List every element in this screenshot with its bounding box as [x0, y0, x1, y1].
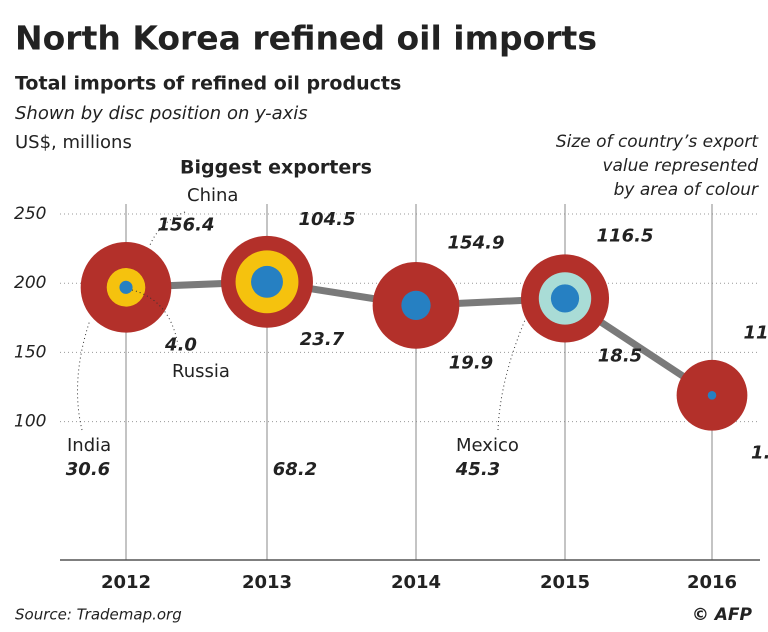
- legend-entry: China: [187, 185, 238, 206]
- x-tick-label: 2014: [391, 572, 441, 593]
- x-tick-label: 2016: [687, 572, 737, 593]
- leader: [77, 319, 91, 431]
- unit: US$, millions: [15, 132, 132, 153]
- value-label: 45.3: [455, 459, 500, 480]
- y-tick-label: 200: [14, 273, 46, 293]
- disc-russia: [119, 280, 133, 294]
- leader: [149, 211, 186, 246]
- y-tick-label: 250: [14, 204, 46, 224]
- size-note: value represented: [602, 156, 758, 176]
- leader: [131, 289, 179, 346]
- value-label: 154.9: [448, 232, 505, 253]
- size-note: Size of country’s export: [556, 132, 759, 152]
- value-label: 23.7: [300, 329, 345, 350]
- y-tick-label: 100: [14, 412, 46, 432]
- value-label: 1.7: [751, 442, 768, 463]
- leader: [497, 319, 526, 431]
- description: Shown by disc position on y-axis: [15, 103, 308, 124]
- x-tick-label: 2012: [101, 572, 151, 593]
- value-label: 18.5: [598, 345, 642, 366]
- value-label: 156.4: [158, 214, 215, 235]
- legend-entry: India: [67, 435, 111, 456]
- legend-title: Biggest exporters: [180, 157, 372, 179]
- value-label: 116.5: [597, 225, 654, 246]
- value-label: 19.9: [449, 352, 493, 373]
- y-tick-label: 150: [14, 342, 46, 362]
- source: Source: Trademap.org: [15, 606, 182, 624]
- credit: © AFP: [692, 605, 753, 625]
- value-label: 104.5: [299, 209, 356, 230]
- chart-title: North Korea refined oil imports: [15, 19, 597, 58]
- value-label: 114.6: [744, 322, 768, 343]
- disc-russia: [707, 391, 717, 400]
- x-tick-label: 2013: [242, 572, 292, 593]
- disc-russia: [401, 290, 431, 320]
- x-tick-label: 2015: [540, 572, 590, 593]
- legend-entry: Mexico: [456, 435, 519, 456]
- disc-russia: [550, 284, 580, 313]
- legend-entry: Russia: [172, 361, 230, 382]
- value-label: 30.6: [66, 459, 110, 480]
- value-label: 68.2: [273, 459, 317, 480]
- value-label: 4.0: [164, 334, 197, 355]
- subtitle: Total imports of refined oil products: [15, 73, 401, 95]
- disc-russia: [251, 265, 283, 298]
- size-note: by area of colour: [614, 180, 759, 200]
